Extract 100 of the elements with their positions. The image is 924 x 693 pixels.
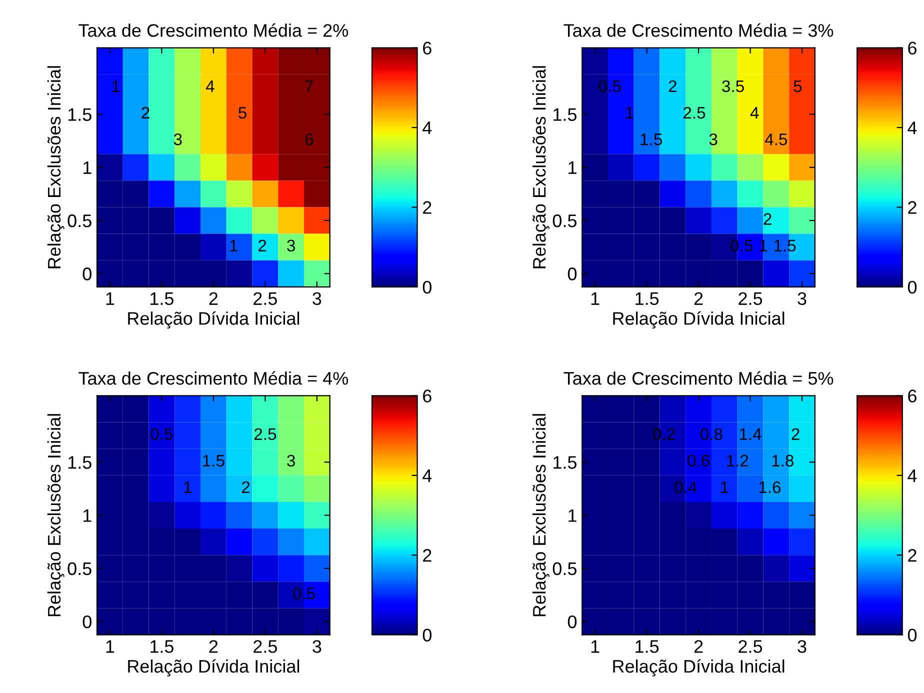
y-tick-label: 1 bbox=[568, 161, 576, 174]
y-tick-label: 0 bbox=[568, 268, 577, 280]
x-tick-label: 2 bbox=[209, 292, 218, 305]
annotation: 0.4 bbox=[674, 481, 697, 494]
annotation: 1.4 bbox=[740, 428, 762, 440]
annotation: 0.5 bbox=[730, 240, 753, 252]
x-axis-title: Relação Dívida Inicial bbox=[128, 659, 300, 676]
y-tick-label: 0.5 bbox=[68, 214, 92, 228]
color-bar-label: 2 bbox=[908, 201, 916, 214]
annotation: 1 bbox=[721, 482, 728, 493]
x-tick-label: 2 bbox=[209, 640, 218, 653]
x-axis-title: Relação Dívida Inicial bbox=[613, 311, 784, 328]
annotation: 3 bbox=[174, 133, 182, 146]
annotation: 2 bbox=[668, 80, 676, 92]
y-axis-title: Relação Exclusões Inicial bbox=[532, 66, 550, 268]
y-tick-label: 1.5 bbox=[554, 456, 577, 469]
x-tick-label: 2.5 bbox=[738, 292, 762, 306]
x-tick-label: 1.5 bbox=[150, 640, 174, 653]
annotation: 0.2 bbox=[653, 428, 675, 440]
annotation: 1.5 bbox=[774, 240, 796, 252]
y-tick-label: 0 bbox=[568, 615, 577, 628]
annotation: 3 bbox=[287, 240, 295, 252]
chart-title: Taxa de Crescimento Média = 4% bbox=[78, 371, 348, 385]
y-tick-label: 0.5 bbox=[68, 562, 92, 576]
color-bar-label: 6 bbox=[908, 390, 916, 402]
annotation: 0.8 bbox=[700, 428, 722, 440]
y-tick-label: 1.5 bbox=[68, 108, 92, 121]
annotation: 3 bbox=[287, 454, 295, 467]
annotation: 2 bbox=[242, 481, 250, 493]
color-bar-label: 6 bbox=[423, 390, 432, 402]
y-tick-label: 1 bbox=[83, 509, 92, 522]
x-tick-label: 3 bbox=[798, 640, 806, 653]
y-tick-label: 0.5 bbox=[552, 214, 577, 228]
x-tick-label: 1.5 bbox=[636, 640, 659, 653]
annotation: 2.5 bbox=[254, 428, 276, 440]
color-bar-label: 0 bbox=[908, 628, 917, 642]
color-bar-label: 0 bbox=[422, 280, 432, 294]
y-axis-title: Relação Exclusões Inicial bbox=[47, 414, 64, 616]
chart-title: Taxa de Crescimento Média = 2% bbox=[78, 23, 348, 37]
y-tick-label: 1.5 bbox=[554, 108, 577, 121]
color-bar-label: 4 bbox=[422, 470, 432, 482]
x-tick-label: 1.5 bbox=[636, 292, 659, 306]
color-bar-label: 6 bbox=[908, 42, 916, 55]
y-tick-label: 1 bbox=[568, 509, 576, 522]
color-bar-label: 2 bbox=[423, 201, 432, 214]
annotation: 0.5 bbox=[293, 588, 315, 600]
y-tick-label: 0 bbox=[82, 615, 92, 628]
annotation: 5 bbox=[238, 107, 246, 119]
annotation: 4.5 bbox=[764, 134, 788, 146]
x-tick-label: 3 bbox=[312, 292, 322, 306]
annotation: 1 bbox=[184, 482, 192, 493]
annotation: 2.5 bbox=[683, 106, 706, 119]
chart-title: Taxa de Crescimento Média = 3% bbox=[564, 23, 834, 37]
x-tick-label: 2.5 bbox=[254, 640, 277, 653]
annotation: 5 bbox=[794, 80, 802, 92]
x-tick-label: 3 bbox=[312, 640, 322, 653]
annotation: 2 bbox=[764, 213, 772, 225]
annotation: 2 bbox=[142, 106, 150, 119]
annotation: 0.5 bbox=[150, 428, 173, 440]
annotation: 1.5 bbox=[203, 454, 224, 467]
x-tick-label: 1 bbox=[591, 640, 600, 653]
annotation: 6 bbox=[305, 133, 314, 146]
annotation: 1.6 bbox=[759, 481, 781, 494]
x-tick-label: 2 bbox=[694, 640, 703, 653]
y-tick-label: 0.5 bbox=[552, 562, 577, 576]
annotation: 1 bbox=[626, 107, 634, 119]
annotation: 4 bbox=[206, 80, 214, 92]
x-axis-title: Relação Dívida Inicial bbox=[128, 311, 300, 328]
x-tick-label: 2.5 bbox=[254, 292, 277, 306]
annotation: 1.8 bbox=[772, 454, 794, 467]
annotation: 2 bbox=[792, 428, 800, 440]
x-tick-label: 1.5 bbox=[150, 292, 174, 306]
annotation: 0.6 bbox=[688, 454, 710, 467]
x-tick-label: 1 bbox=[106, 640, 114, 653]
annotation: 1 bbox=[760, 240, 768, 252]
y-tick-label: 0 bbox=[82, 268, 92, 280]
color-bar-label: 4 bbox=[908, 122, 917, 134]
y-axis-title: Relação Exclusões Inicial bbox=[532, 414, 550, 616]
x-tick-label: 1 bbox=[106, 292, 114, 305]
color-bar-label: 2 bbox=[423, 549, 432, 562]
annotation: 2 bbox=[258, 240, 266, 252]
color-bar-label: 0 bbox=[422, 628, 432, 642]
y-tick-label: 1 bbox=[83, 161, 92, 174]
y-tick-label: 1.5 bbox=[68, 456, 92, 469]
annotation: 3.5 bbox=[722, 80, 744, 92]
color-bar-label: 0 bbox=[908, 280, 917, 294]
x-tick-label: 1 bbox=[591, 292, 600, 305]
x-tick-label: 2.5 bbox=[738, 640, 762, 653]
annotation: 1.2 bbox=[727, 454, 748, 466]
y-axis-title: Relação Exclusões Inicial bbox=[47, 66, 64, 268]
annotation: 1.5 bbox=[640, 134, 662, 146]
annotation: 3 bbox=[709, 133, 718, 146]
color-bar-label: 6 bbox=[423, 42, 432, 55]
annotation: 4 bbox=[750, 107, 759, 119]
annotation: 7 bbox=[305, 80, 313, 92]
color-bar-label: 4 bbox=[422, 122, 432, 134]
annotation: 0.5 bbox=[598, 80, 621, 92]
color-bar-label: 4 bbox=[908, 470, 917, 482]
color-bar-label: 2 bbox=[908, 549, 916, 562]
x-tick-label: 3 bbox=[798, 292, 806, 306]
